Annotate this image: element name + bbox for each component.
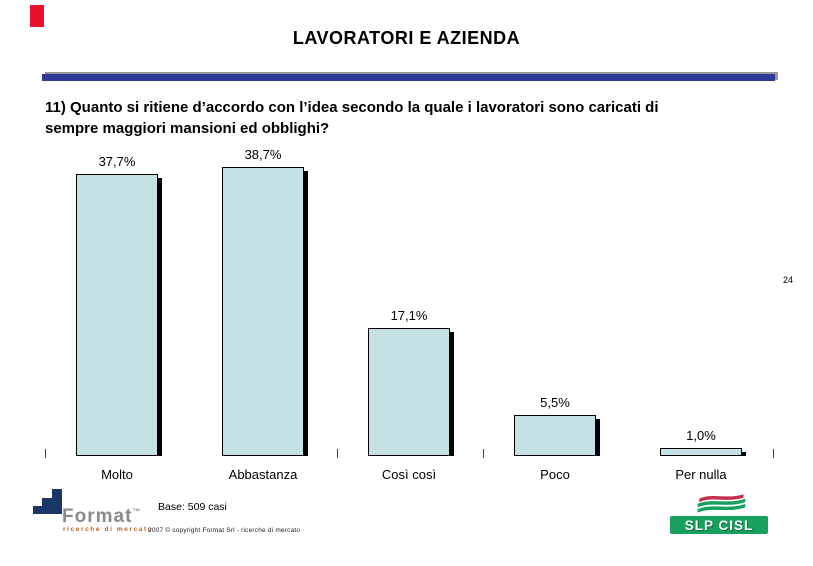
bar-5 — [660, 448, 742, 456]
question-line-1: 11) Quanto si ritiene d’accordo con l’id… — [45, 99, 659, 116]
axis-tick — [45, 449, 46, 458]
trademark-symbol: ™ — [132, 507, 141, 516]
axis-tick — [773, 449, 774, 458]
bar-shadow — [596, 419, 600, 456]
red-corner-marker — [30, 5, 44, 27]
copyright-text: 2007 © copyright Format Srl - ricerche d… — [148, 527, 301, 534]
bar-4 — [514, 415, 596, 456]
category-label: Abbastanza — [228, 467, 298, 482]
slp-cisl-flag-icon — [697, 494, 746, 513]
bar-3 — [368, 328, 450, 456]
format-logo-tagline: ricerche di mercato — [63, 526, 154, 533]
bar-shadow — [742, 452, 746, 456]
format-logo-name: Format™ — [62, 506, 141, 527]
axis-tick — [337, 449, 338, 458]
slide-title: LAVORATORI E AZIENDA — [292, 28, 521, 48]
bar-value-label: 5,5% — [540, 395, 570, 410]
bar-value-label: 1,0% — [686, 428, 716, 443]
category-label: Così così — [381, 467, 437, 482]
format-stairs-icon — [33, 506, 42, 514]
category-label: Poco — [540, 467, 570, 482]
question-line-2: sempre maggiori mansioni ed obblighi? — [45, 120, 330, 137]
bar-shadow — [158, 178, 162, 456]
bar-shadow — [450, 332, 454, 456]
format-stairs-icon — [42, 498, 52, 514]
format-logo: Format™ ricerche di mercato — [33, 489, 163, 535]
divider-line — [42, 74, 775, 81]
bar-shadow — [304, 171, 308, 456]
format-stairs-icon — [52, 489, 62, 514]
category-label: Molto — [101, 467, 133, 482]
slp-cisl-label: SLP CISL — [684, 517, 754, 533]
slp-cisl-nameplate: SLP CISL — [670, 516, 768, 534]
base-note: Base: 509 casi — [158, 501, 227, 513]
bar-value-label: 17,1% — [390, 308, 428, 323]
bar-1 — [76, 174, 158, 456]
slp-cisl-logo: SLP CISL — [670, 490, 770, 536]
category-label: Per nulla — [675, 467, 727, 482]
bar-value-label: 38,7% — [244, 147, 282, 162]
page-number: 24 — [782, 275, 793, 285]
bar-2 — [222, 167, 304, 456]
question-text: 11) Quanto si ritiene d’accordo con l’id… — [45, 97, 775, 139]
bar-value-label: 37,7% — [98, 154, 136, 169]
axis-tick — [483, 449, 484, 458]
